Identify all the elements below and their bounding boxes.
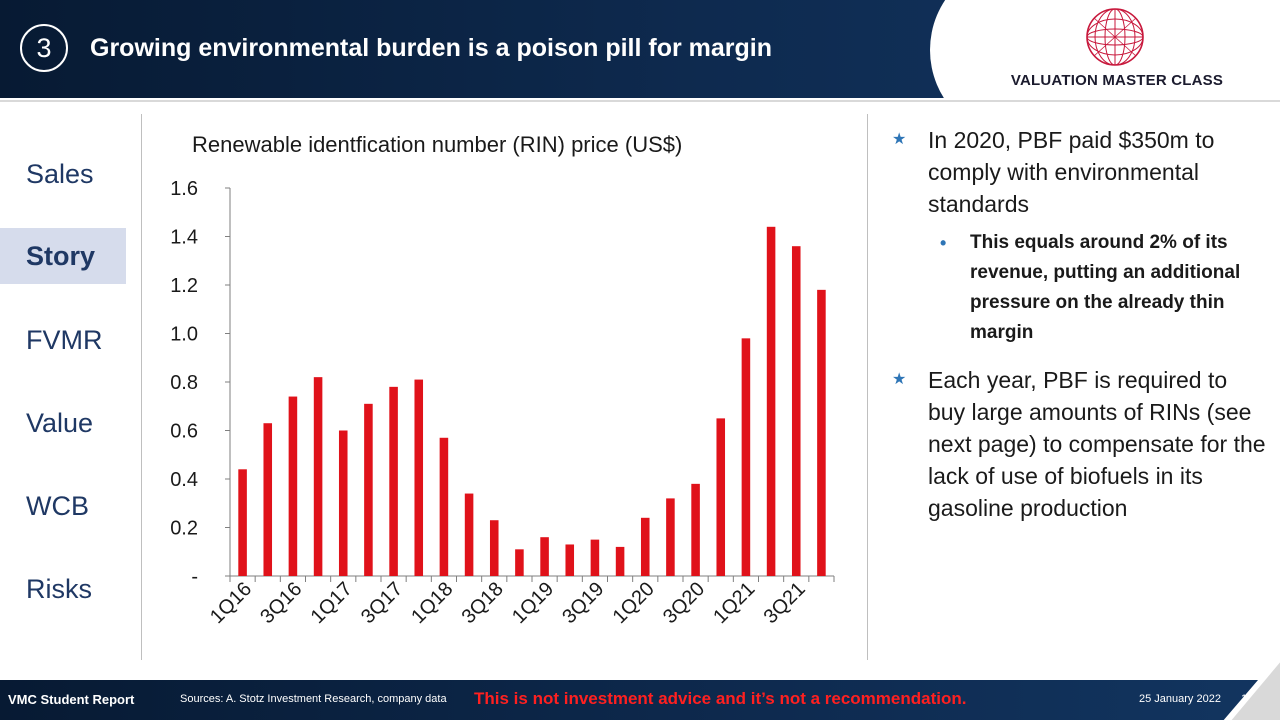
x-tick-label: 1Q21 — [709, 578, 759, 628]
y-tick-label: 0.2 — [170, 518, 198, 540]
corner-accent-icon — [1223, 654, 1280, 720]
sidebar-item-wcb[interactable]: WCB — [26, 491, 89, 521]
bar-3q20 — [691, 483, 700, 576]
bar-4q16 — [313, 377, 323, 576]
x-tick-label: 3Q18 — [458, 578, 508, 628]
x-tick-label: 3Q17 — [357, 578, 407, 628]
globe-logo-icon — [1086, 8, 1144, 66]
star-icon: ★ — [892, 131, 907, 148]
bar-4q20 — [716, 418, 726, 576]
bullet-text: Each year, PBF is required to buy large … — [928, 367, 1266, 521]
footer-disclaimer: This is not investment advice and it’s n… — [474, 689, 967, 708]
footer-sources: Sources: A. Stotz Investment Research, c… — [180, 693, 447, 705]
bar-1q18 — [439, 437, 449, 576]
bar-1q19 — [540, 537, 549, 576]
y-tick-label: - — [191, 566, 198, 588]
y-tick-label: 1.2 — [170, 275, 198, 297]
y-tick-label: 0.8 — [170, 372, 198, 394]
x-tick-label: 1Q16 — [206, 578, 256, 628]
bar-3q18 — [489, 520, 499, 576]
x-tick-label: 3Q16 — [256, 578, 306, 628]
bar-2q18 — [464, 493, 474, 576]
commentary-bullets: ★ In 2020, PBF paid $350m to comply with… — [890, 124, 1270, 524]
bullet-item: ★ Each year, PBF is required to buy larg… — [890, 364, 1270, 524]
logo-wordmark: VALUATION MASTER CLASS — [1010, 72, 1224, 89]
rin-price-chart: Renewable identfication number (RIN) pri… — [142, 112, 866, 672]
y-tick-label: 1.0 — [170, 324, 198, 346]
sidebar-item-value[interactable]: Value — [26, 408, 94, 438]
bar-2q20 — [666, 498, 675, 576]
section-number-badge: 3 — [20, 24, 68, 72]
y-tick-label: 0.6 — [170, 421, 198, 443]
x-tick-label: 3Q21 — [760, 578, 810, 628]
sidebar-item-story[interactable]: Story — [0, 228, 126, 284]
footer-brand: VMC Student Report — [8, 692, 135, 707]
bar-1q21 — [741, 338, 751, 576]
x-tick-label: 3Q19 — [558, 578, 608, 628]
bar-2q21 — [766, 226, 776, 577]
logo-backdrop — [930, 0, 1280, 98]
bar-1q16 — [238, 469, 247, 576]
y-tick-label: 1.4 — [170, 227, 198, 249]
bar-3q21 — [791, 246, 801, 576]
footer-date: 25 January 2022 — [1139, 693, 1221, 705]
sidebar-item-risks[interactable]: Risks — [26, 574, 92, 604]
y-tick-label: 0.4 — [170, 469, 198, 491]
bullet-text: In 2020, PBF paid $350m to comply with e… — [928, 127, 1215, 217]
sub-bullet-item: • This equals around 2% of its revenue, … — [890, 228, 1270, 348]
bar-1q20 — [640, 517, 650, 576]
bar-4q18 — [515, 549, 524, 576]
x-tick-label: 1Q19 — [508, 578, 558, 628]
page-title: Growing environmental burden is a poison… — [90, 34, 773, 62]
x-tick-label: 3Q20 — [659, 578, 709, 628]
y-tick-label: 1.6 — [170, 178, 198, 200]
left-divider — [141, 114, 142, 660]
star-icon: ★ — [892, 371, 907, 388]
sidebar-item-sales[interactable]: Sales — [26, 159, 94, 189]
bar-1q17 — [338, 430, 348, 576]
bar-4q17 — [414, 379, 424, 576]
footer-bar: VMC Student Report Sources: A. Stotz Inv… — [0, 680, 1280, 720]
sub-bullet-text: This equals around 2% of its revenue, pu… — [970, 232, 1241, 343]
chart-title: Renewable identfication number (RIN) pri… — [192, 132, 683, 157]
header-bar: 3 Growing environmental burden is a pois… — [0, 0, 1280, 98]
bar-4q19 — [615, 546, 625, 576]
bar-4q21 — [817, 289, 826, 576]
header-divider — [0, 100, 1280, 102]
x-tick-label: 1Q18 — [407, 578, 457, 628]
bar-3q16 — [288, 396, 298, 576]
x-tick-label: 1Q17 — [307, 578, 357, 628]
bar-2q19 — [565, 544, 575, 576]
x-tick-label: 1Q20 — [609, 578, 659, 628]
right-divider — [867, 114, 868, 660]
bullet-item: ★ In 2020, PBF paid $350m to comply with… — [890, 124, 1270, 220]
sidebar-item-fvmr[interactable]: FVMR — [26, 325, 103, 355]
bar-3q17 — [389, 386, 398, 576]
bar-3q19 — [590, 539, 600, 576]
bullet-dot-icon: • — [940, 233, 947, 253]
bar-2q16 — [263, 423, 273, 576]
bar-2q17 — [364, 403, 373, 576]
